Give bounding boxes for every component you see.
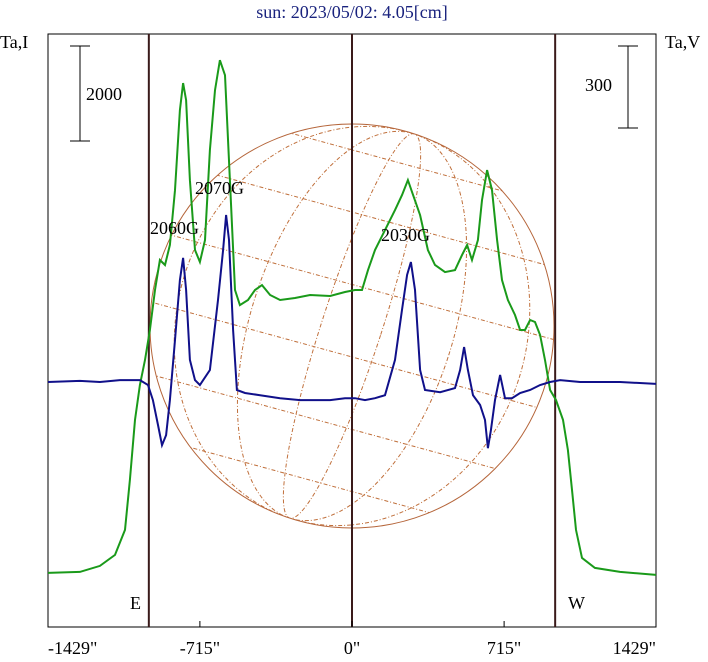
x-tick-label: 0"	[344, 638, 360, 658]
y2-axis-label: Ta,V	[665, 32, 700, 52]
series-line	[47, 59, 657, 576]
x-tick-label: 1429"	[613, 638, 656, 658]
x-tick-label: 715"	[487, 638, 521, 658]
scale-bar-label: 2000	[86, 84, 122, 104]
annotation: 2060G	[150, 218, 199, 238]
annotation: 2030G	[381, 225, 430, 245]
limb-label: W	[568, 593, 585, 613]
scale-bar-label: 300	[585, 75, 612, 95]
x-tick-label: -1429"	[48, 638, 97, 658]
annotation: 2070G	[195, 178, 244, 198]
y-axis-label: Ta,I	[0, 32, 28, 52]
x-tick-label: -715"	[180, 638, 220, 658]
series-line	[47, 214, 657, 449]
limb-label: E	[130, 593, 141, 613]
sun-grid	[150, 124, 554, 528]
chart-title: sun: 2023/05/02: 4.05[cm]	[256, 2, 448, 22]
